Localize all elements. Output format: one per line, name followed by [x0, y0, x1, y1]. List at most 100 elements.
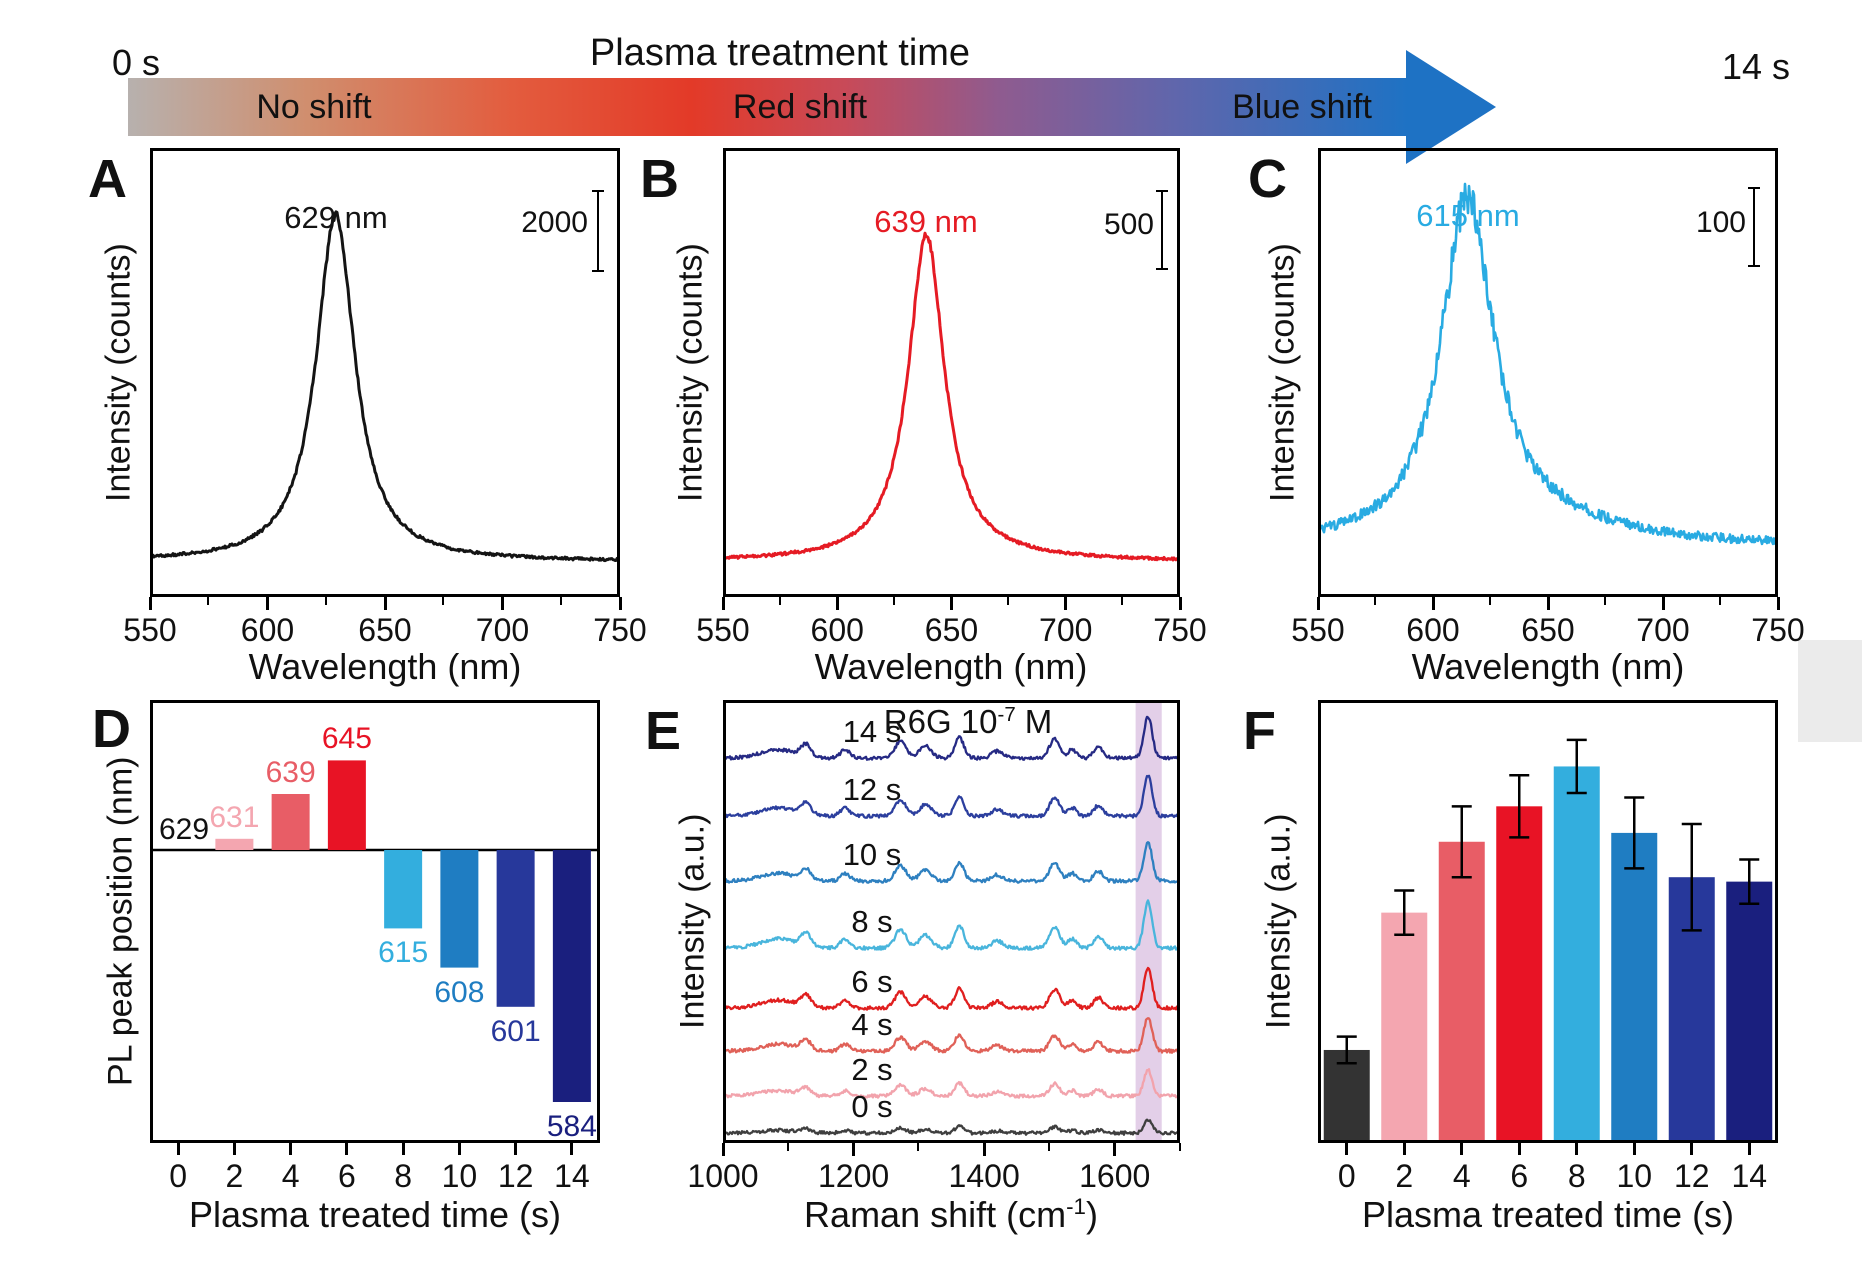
- x-tick-mark: [1661, 597, 1665, 610]
- raman-trace-10s: [723, 841, 1180, 884]
- panel-b-scale-value: 500: [1103, 208, 1154, 241]
- spectrum-curve-a: [150, 210, 620, 563]
- x-tick-mark: [1345, 1143, 1349, 1155]
- raman-trace-label: 14 s: [842, 714, 902, 749]
- x-tick-mark: [1546, 597, 1550, 610]
- x-tick-mark: [401, 1143, 405, 1155]
- x-tick-mark: [950, 597, 953, 610]
- background-artifact: [1798, 640, 1862, 742]
- bar-8s: [1553, 766, 1600, 1143]
- e-xlabel-exponent: -1: [1066, 1194, 1086, 1219]
- bar-value-label: 645: [321, 722, 372, 756]
- panel-b-peak-label: 639 nm: [874, 204, 978, 239]
- bar-12s: [496, 850, 535, 1007]
- bar-10s: [440, 850, 479, 968]
- x-tick-mark: [852, 1143, 856, 1156]
- x-tick-mark: [1632, 1143, 1636, 1155]
- pl-spectrum-plot-a: [150, 210, 620, 563]
- x-tick-label: 8: [394, 1158, 413, 1194]
- x-tick-mark: [1431, 597, 1435, 610]
- x-minor-tick: [207, 597, 210, 605]
- arrow-end-time: 14 s: [1722, 46, 1791, 87]
- panel-letter-b: B: [640, 149, 679, 209]
- x-tick-mark: [1517, 1143, 1521, 1155]
- x-minor-tick: [917, 1143, 920, 1151]
- x-minor-tick: [1178, 1143, 1181, 1151]
- raman-trace-label: 2 s: [851, 1052, 893, 1087]
- raman-trace-label: 12 s: [842, 772, 902, 807]
- raman-trace-label: 6 s: [851, 964, 893, 999]
- x-tick-label: 12: [1673, 1158, 1710, 1194]
- raman-trace-14s: [723, 715, 1180, 761]
- bar-2s: [215, 838, 254, 850]
- x-minor-tick: [786, 1143, 789, 1151]
- bar-value-label: 615: [378, 936, 429, 970]
- panel-d-xlabel: Plasma treated time (s): [188, 1194, 562, 1235]
- panel-a-xlabel: Wavelength (nm): [248, 646, 522, 687]
- panel-c-peak-label: 615 nm: [1416, 198, 1520, 233]
- x-tick-mark: [835, 597, 839, 610]
- raman-trace-12s: [723, 774, 1180, 819]
- raman-spectra-plot: [723, 703, 1180, 1140]
- x-tick-mark: [721, 1143, 725, 1156]
- x-tick-label: 700: [1636, 612, 1690, 648]
- panel-b-scale-bar: [1156, 190, 1168, 270]
- x-tick-mark: [1178, 597, 1182, 610]
- e-xlabel-base: Raman shift (cm: [804, 1194, 1067, 1235]
- x-minor-tick: [559, 597, 562, 605]
- x-minor-tick: [1047, 1143, 1050, 1151]
- bar-14s: [1726, 881, 1773, 1143]
- x-minor-tick: [1604, 597, 1606, 605]
- plasma-time-arrow-body: [128, 78, 1408, 136]
- x-tick-label: 14: [554, 1158, 590, 1194]
- raman-trace-label: 4 s: [851, 1007, 893, 1042]
- x-tick-mark: [383, 597, 387, 610]
- x-tick-mark: [345, 1143, 349, 1155]
- x-minor-tick: [442, 597, 445, 605]
- zone-label-no-shift: No shift: [256, 88, 372, 126]
- e-analyte-title: R6G 10-7 M: [884, 703, 1052, 741]
- x-tick-label: 2: [1395, 1158, 1414, 1194]
- panel-a-ylabel: Intensity (counts): [99, 243, 138, 502]
- raman-trace-6s: [723, 966, 1180, 1011]
- bar-10s: [1611, 832, 1658, 1143]
- x-tick-mark: [618, 597, 622, 610]
- x-minor-tick: [892, 597, 895, 605]
- panel-a-scale-bar: [592, 190, 604, 272]
- x-tick-label: 6: [1510, 1158, 1529, 1194]
- e-title-exponent: -7: [997, 703, 1016, 726]
- x-tick-mark: [1316, 597, 1320, 610]
- x-tick-label: 10: [441, 1158, 478, 1194]
- x-tick-label: 600: [810, 612, 864, 648]
- x-tick-mark: [1402, 1143, 1406, 1155]
- panel-f-xlabel: Plasma treated time (s): [1361, 1194, 1735, 1235]
- panel-letter-c: C: [1248, 149, 1287, 209]
- panel-letter-d: D: [92, 699, 131, 759]
- panel-a-scale-value: 2000: [521, 206, 588, 239]
- x-tick-mark: [982, 1143, 986, 1156]
- x-tick-label: 600: [1406, 612, 1460, 648]
- bar-value-label: 584: [546, 1110, 597, 1143]
- e-title-base: R6G 10: [883, 703, 998, 740]
- raman-trace-8s: [723, 899, 1180, 951]
- x-tick-mark: [1064, 597, 1068, 610]
- x-tick-label: 650: [358, 612, 412, 648]
- x-minor-tick: [1007, 597, 1010, 605]
- x-tick-label: 700: [475, 612, 530, 648]
- raman-trace-4s: [723, 1017, 1180, 1054]
- x-tick-mark: [1690, 1143, 1694, 1155]
- panel-a-peak-label: 629 nm: [284, 200, 388, 235]
- banner-title: Plasma treatment time: [589, 32, 971, 74]
- pl-spectrum-plot-c: [1318, 182, 1778, 546]
- x-tick-label: 4: [1452, 1158, 1471, 1194]
- bar-value-label: 601: [490, 1014, 541, 1048]
- x-tick-label: 1000: [687, 1158, 759, 1194]
- x-tick-label: 8: [1567, 1158, 1586, 1194]
- bar-8s: [384, 850, 423, 929]
- x-tick-label: 0: [1337, 1158, 1356, 1194]
- x-tick-mark: [1747, 1143, 1751, 1155]
- zone-label-red-shift: Red shift: [732, 88, 868, 126]
- x-tick-label: 14: [1731, 1158, 1768, 1194]
- d-baseline-value-label: 629: [158, 813, 210, 846]
